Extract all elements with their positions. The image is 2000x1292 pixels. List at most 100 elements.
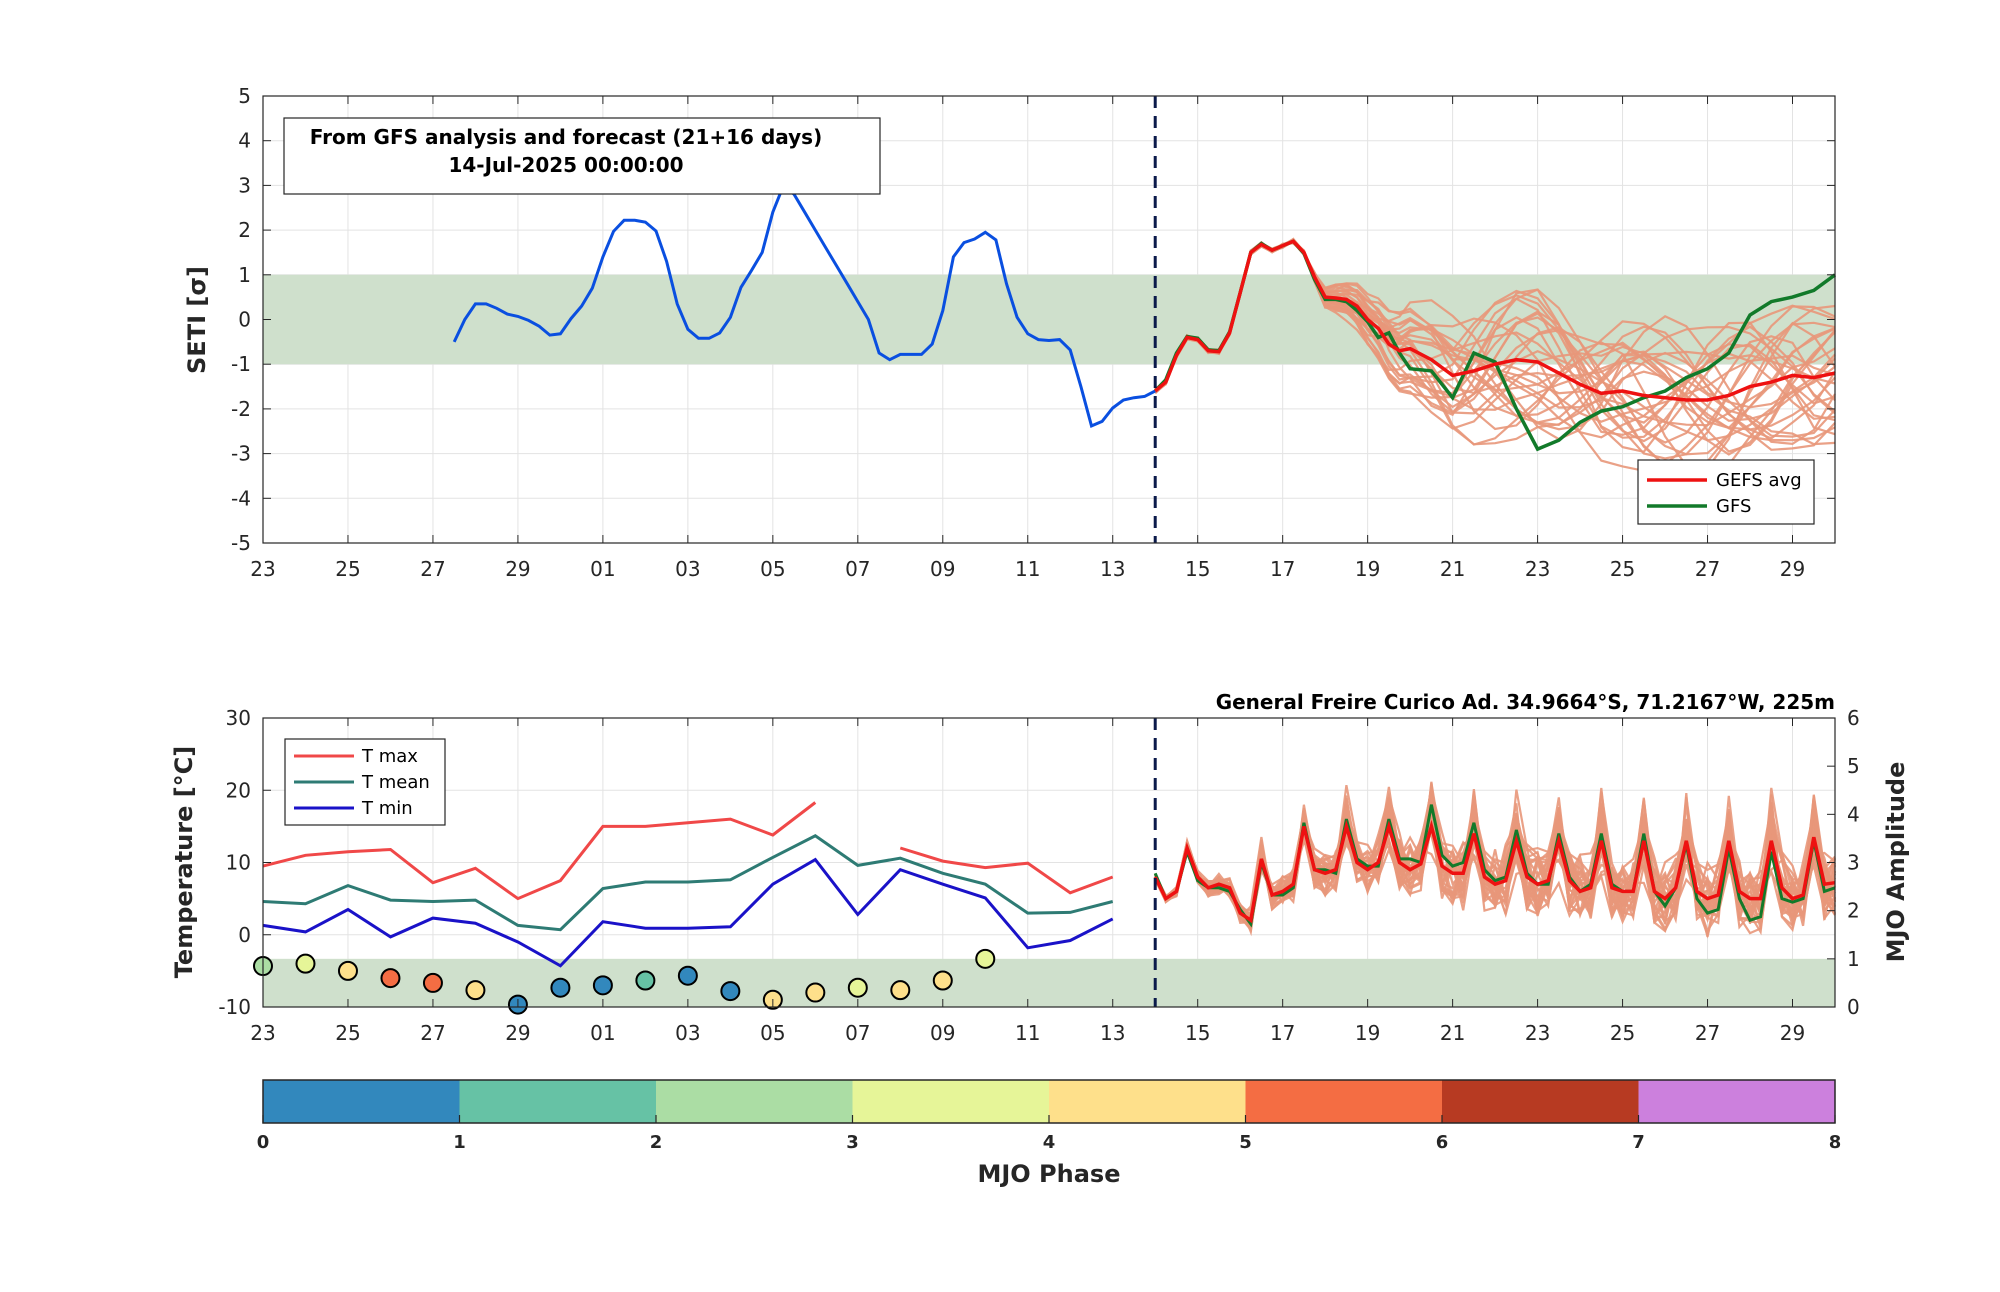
seti-x-tick-label: 01 [590,557,615,581]
seti-x-tick-label: 21 [1440,557,1465,581]
colorbar-tick-label: 4 [1043,1132,1056,1153]
colorbar-tick-label: 5 [1239,1132,1252,1153]
station-title: General Freire Curico Ad. 34.9664°S, 71.… [1216,690,1835,714]
temp-x-tick-label: 29 [1780,1021,1805,1045]
temp-x-tick-label: 07 [845,1021,870,1045]
colorbar-label: MJO Phase [977,1160,1120,1188]
temp-gefs-avg-line [1153,819,1836,924]
legend-gfs-label: GFS [1716,496,1751,517]
colorbar-phase-cell [1638,1080,1836,1123]
mjo-amplitude-tick-label: 4 [1847,802,1860,826]
temp-y-label: Temperature [°C] [170,746,198,979]
temp-x-tick-label: 23 [1525,1021,1550,1045]
seti-x-tick-label: 23 [250,557,275,581]
seti-x-tick-label: 25 [1610,557,1635,581]
temp-x-ticks: 23 25 27 29 01 03 05 07 09 11 13 15 17 19 21 23 25 27 29 [250,718,1805,1045]
mjo-amplitude-tick-label: 2 [1847,899,1860,923]
mjo-phase-marker [295,953,316,974]
temp-x-tick-label: 09 [930,1021,955,1045]
seti-y-tick-label: 4 [238,129,251,153]
analysis-info-frame [283,117,881,195]
mjo-phase-colorbar: 0 1 2 3 4 5 6 7 8 MJO Phase [257,1079,1842,1188]
colorbar-phase-cell [459,1080,657,1123]
mjo-phase-marker [635,970,656,991]
seti-x-tick-label: 27 [1695,557,1720,581]
mjo-amplitude-tick-label: 5 [1847,754,1860,778]
mjo-amplitude-ticks: 0 1 2 3 4 5 6 [1827,706,1860,1019]
seti-y-tick-label: 2 [238,218,251,242]
temp-x-tick-label: 11 [1015,1021,1040,1045]
temp-x-tick-label: 25 [335,1021,360,1045]
seti-y-tick-label: -2 [231,397,251,421]
seti-y-ticks: -5 -4 -3 -2 -1 0 1 2 3 4 5 [231,84,1835,555]
temp-x-tick-label: 13 [1100,1021,1125,1045]
colorbar-tick-label: 8 [1829,1132,1842,1153]
mjo-amplitude-tick-label: 1 [1847,947,1860,971]
seti-x-ticks: 23 25 27 29 01 03 05 07 09 11 13 15 17 19 21 23 25 27 29 [250,96,1805,581]
mjo-amplitude-tick-label: 0 [1847,995,1860,1019]
temp-x-tick-label: 29 [505,1021,530,1045]
temp-x-tick-label: 27 [420,1021,445,1045]
seti-legend-frame [1637,459,1815,525]
temp-x-tick-label: 19 [1355,1021,1380,1045]
temp-x-tick-label: 25 [1610,1021,1635,1045]
legend-gefs-avg-label: GEFS avg [1716,470,1802,491]
colorbar-tick-label: 6 [1436,1132,1449,1153]
seti-x-tick-label: 13 [1100,557,1125,581]
seti-x-tick-label: 23 [1525,557,1550,581]
seti-y-tick-label: -4 [231,486,251,510]
temp-y-tick-label: 0 [238,923,251,947]
tmean-line [262,834,1114,932]
mjo-phase-marker [337,960,358,981]
legend-tmax-label: T max [361,746,418,767]
seti-x-tick-label: 25 [335,557,360,581]
seti-x-tick-label: 29 [505,557,530,581]
mjo-phase-marker [890,980,911,1001]
seti-x-tick-label: 27 [420,557,445,581]
temp-x-tick-label: 23 [250,1021,275,1045]
mjo-amplitude-label: MJO Amplitude [1882,762,1910,963]
seti-x-tick-label: 15 [1185,557,1210,581]
seti-x-tick-label: 03 [675,557,700,581]
temp-y-tick-label: 30 [226,706,251,730]
mjo-phase-marker [422,972,443,993]
mjo-phase-marker [805,982,826,1003]
legend-tmean-label: T mean [361,772,430,793]
mjo-phase-marker [975,948,996,969]
seti-x-tick-label: 29 [1780,557,1805,581]
temp-y-tick-label: 10 [226,851,251,875]
mjo-phase-marker [465,980,486,1001]
colorbar-tick-label: 7 [1632,1132,1645,1153]
seti-legend: GEFS avg GFS [1637,459,1815,525]
colorbar-tick-label: 1 [453,1132,466,1153]
temp-x-tick-label: 15 [1185,1021,1210,1045]
seti-gefs-avg-line [1154,239,1836,402]
analysis-info-box: From GFS analysis and forecast (21+16 da… [283,117,881,195]
temp-y-tick-label: -10 [218,995,251,1019]
mjo-weak-band [263,958,1835,1007]
mjo-amplitude-tick-label: 3 [1847,851,1860,875]
colorbar-phase-cell [1245,1080,1443,1123]
colorbar-phase-cell [852,1080,1050,1123]
colorbar-tick-label: 0 [257,1132,270,1153]
seti-x-tick-label: 05 [760,557,785,581]
seti-x-tick-label: 17 [1270,557,1295,581]
mjo-amplitude-tick-label: 6 [1847,706,1860,730]
colorbar-phase-cell [656,1080,853,1123]
analysis-info-line2: 14-Jul-2025 00:00:00 [448,153,683,177]
seti-x-tick-label: 09 [930,557,955,581]
seti-y-tick-label: 1 [238,263,251,287]
mjo-phase-marker [592,975,613,996]
analysis-info-line1: From GFS analysis and forecast (21+16 da… [310,125,822,149]
temp-x-tick-label: 03 [675,1021,700,1045]
seti-y-label: SETI [σ] [183,266,211,374]
seti-y-tick-label: -1 [231,352,251,376]
mjo-phase-marker [550,977,571,998]
seti-normal-band [263,274,1835,365]
seti-y-tick-label: 3 [238,173,251,197]
colorbar-tick-label: 3 [846,1132,859,1153]
temp-legend: T max T mean T min [284,738,446,826]
